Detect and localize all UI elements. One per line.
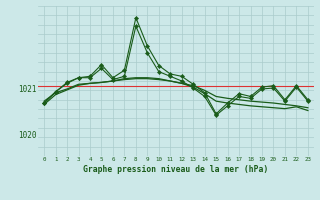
X-axis label: Graphe pression niveau de la mer (hPa): Graphe pression niveau de la mer (hPa) [84, 165, 268, 174]
